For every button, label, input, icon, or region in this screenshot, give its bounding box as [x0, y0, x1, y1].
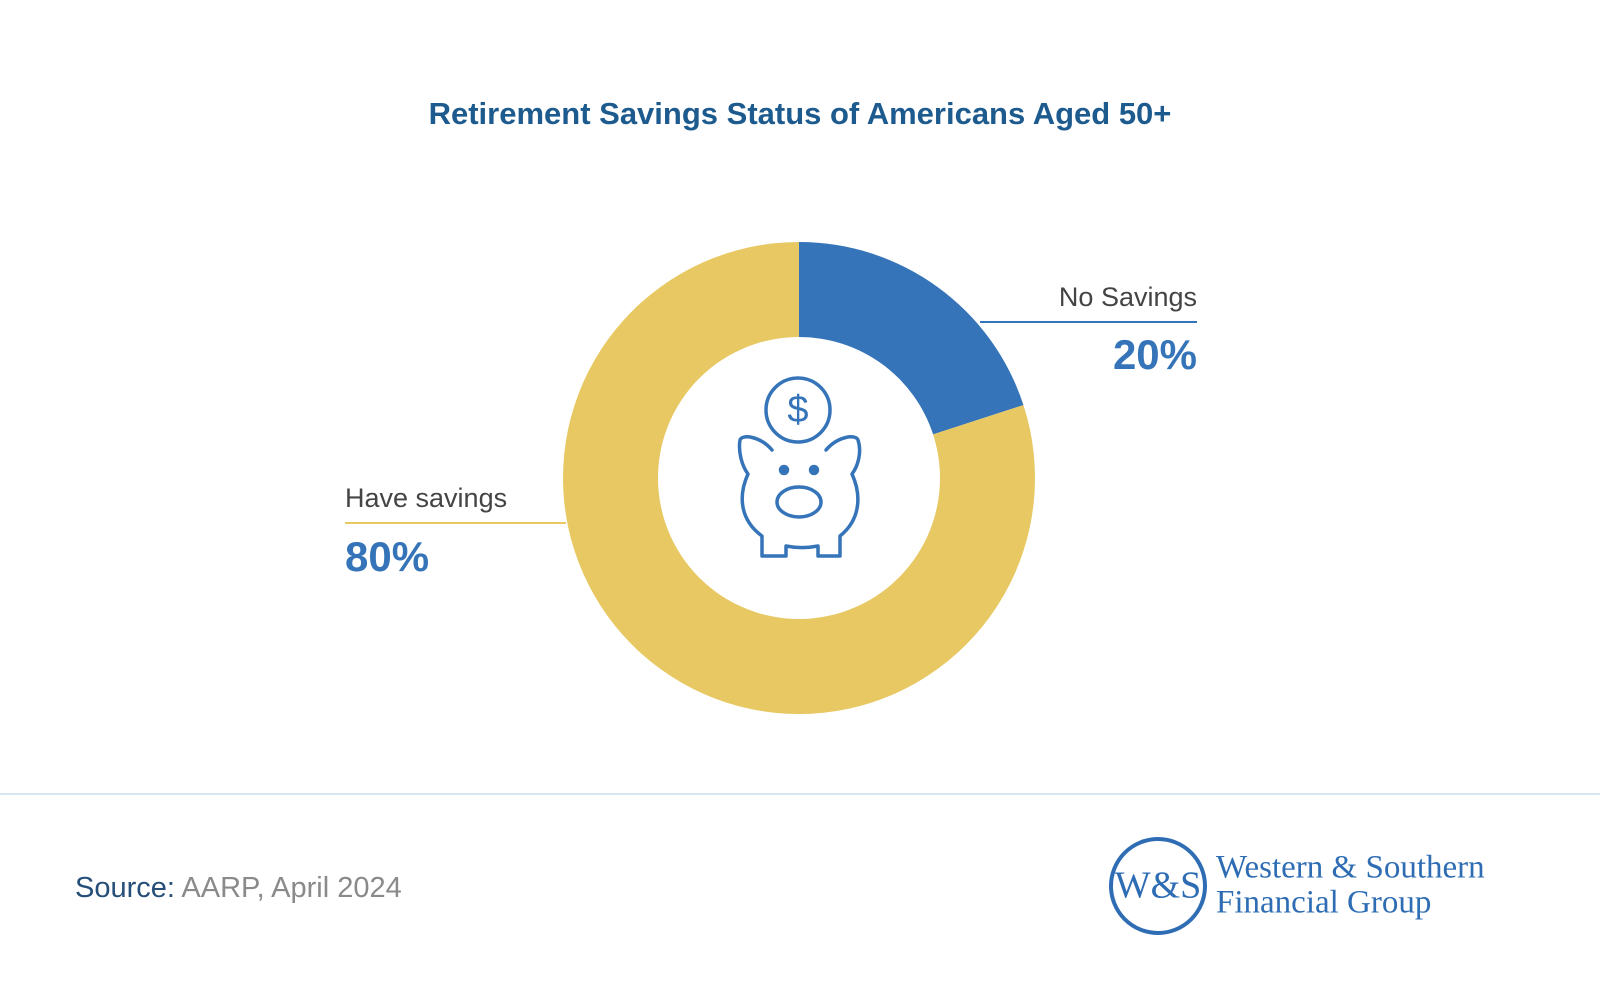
value-label: 80%	[345, 533, 429, 580]
source: Source: AARP, April 2024	[75, 872, 402, 904]
slice	[563, 242, 1035, 715]
donut	[563, 242, 1035, 715]
chart-title: Retirement Savings Status of Americans A…	[429, 96, 1172, 131]
logo-mark: W&S	[1115, 865, 1202, 907]
piggy-icon: $	[737, 376, 862, 558]
svg-text:$: $	[787, 389, 808, 431]
logo-line2: Financial Group	[1216, 885, 1431, 921]
source-label: Source:	[75, 872, 175, 904]
slice	[799, 242, 1024, 435]
logo-ring	[1109, 837, 1207, 935]
source-text: AARP, April 2024	[181, 872, 401, 904]
labels: No Savings 20% Have savings 80%	[345, 282, 1197, 580]
slice-label: Have savings	[345, 483, 507, 513]
slice-label: No Savings	[1059, 282, 1197, 312]
logo: W&S Western & Southern Financial Group	[1109, 837, 1485, 935]
logo-line1: Western & Southern	[1216, 850, 1485, 886]
value-label: 20%	[1113, 331, 1197, 378]
